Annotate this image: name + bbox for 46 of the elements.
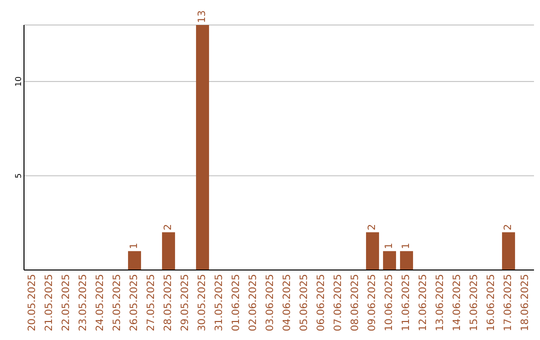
x-tick-label: 27.05.2025 (146, 274, 157, 332)
x-tick-label: 22.05.2025 (61, 274, 72, 332)
x-tick-label: 18.06.2025 (520, 274, 531, 332)
data-label: 2 (503, 224, 514, 230)
x-tick-label: 24.05.2025 (95, 274, 106, 332)
x-tick-label: 15.06.2025 (469, 274, 480, 332)
x-tick-label: 08.06.2025 (350, 274, 361, 332)
data-label: 1 (384, 242, 396, 250)
x-tick-label: 01.06.2025 (231, 274, 242, 332)
x-tick-label: 21.05.2025 (44, 274, 55, 332)
x-tick-label: 05.06.2025 (299, 274, 310, 332)
x-tick-label: 30.05.2025 (197, 274, 208, 332)
x-tick-label: 23.05.2025 (78, 274, 89, 332)
bar (400, 251, 414, 270)
x-tick-label: 10.06.2025 (384, 274, 395, 332)
y-tick-label: 5 (14, 173, 23, 178)
data-label: 2 (163, 224, 174, 230)
x-tick-label: 25.05.2025 (112, 274, 123, 332)
data-label: 1 (401, 242, 412, 250)
bar (162, 232, 176, 270)
x-tick-label: 07.06.2025 (333, 274, 344, 332)
x-tick-label: 16.06.2025 (486, 274, 497, 332)
bar (366, 232, 380, 270)
x-tick-label: 17.06.2025 (503, 274, 514, 332)
x-tick-label: 29.05.2025 (180, 274, 191, 332)
bar (128, 251, 142, 270)
bar (383, 251, 396, 270)
data-label: 2 (367, 224, 378, 230)
bar (502, 232, 516, 270)
x-tick-label: 26.05.2025 (129, 274, 140, 332)
x-tick-label: 11.06.2025 (401, 274, 412, 332)
x-tick-label: 03.06.2025 (265, 274, 276, 332)
bar (196, 25, 210, 270)
x-tick-label: 20.05.2025 (27, 274, 38, 332)
data-label: 13 (197, 10, 208, 23)
x-tick-label: 04.06.2025 (282, 274, 293, 332)
x-tick-label: 02.06.2025 (248, 274, 259, 332)
data-label: 1 (129, 242, 140, 250)
x-tick-label: 28.05.2025 (163, 274, 174, 332)
y-tick-label: 10 (14, 76, 23, 87)
x-tick-label: 14.06.2025 (452, 274, 463, 332)
x-tick-label: 13.06.2025 (435, 274, 446, 332)
x-tick-label: 12.06.2025 (418, 274, 429, 332)
x-tick-label: 31.05.2025 (214, 274, 225, 332)
x-tick-label: 06.06.2025 (316, 274, 327, 332)
x-tick-label: 09.06.2025 (367, 274, 378, 332)
